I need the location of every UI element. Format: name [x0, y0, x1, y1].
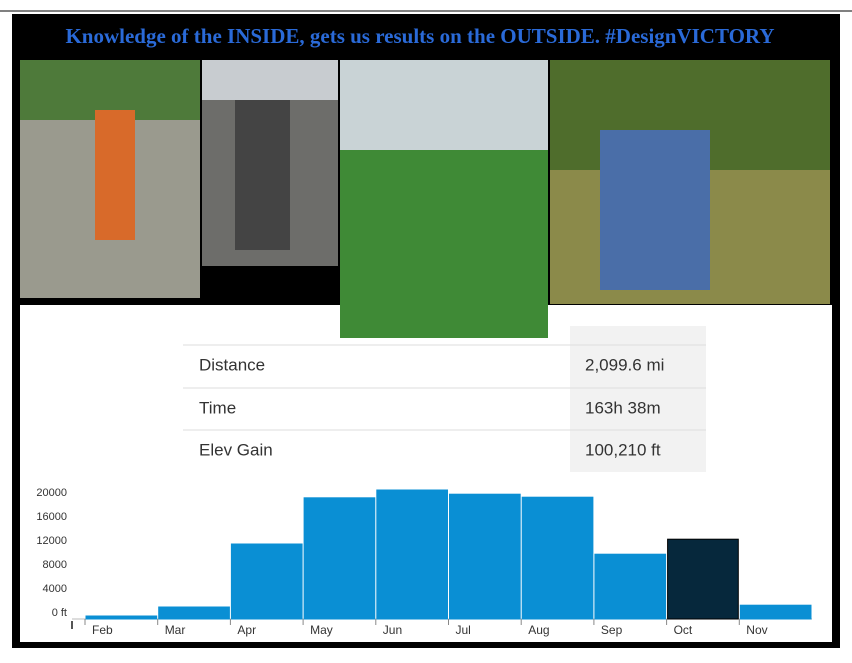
y-tick-label: 20000 [36, 487, 67, 499]
title: Knowledge of the INSIDE, gets us results… [65, 24, 774, 48]
x-tick-label: Jul [456, 623, 471, 637]
photo-rider [600, 130, 710, 290]
bar [739, 604, 812, 620]
x-tick-label: Oct [674, 623, 693, 637]
stat-label: Elev Gain [199, 440, 273, 459]
y-tick-label: 16000 [36, 511, 67, 523]
x-tick-label: May [310, 623, 333, 637]
bar [158, 606, 230, 620]
bar [667, 538, 739, 620]
x-tick-label: Apr [237, 623, 256, 637]
photo-rider [95, 110, 135, 240]
y-tick-label: 0 ft [52, 607, 67, 619]
x-tick-label: Nov [746, 623, 767, 637]
x-tick-label: Feb [92, 623, 113, 637]
photos [20, 60, 830, 338]
photo-sky [202, 60, 338, 100]
photo-sky [340, 60, 548, 150]
photo-rider [235, 100, 290, 250]
stat-label: Distance [199, 355, 265, 374]
x-tick-label: Sep [601, 623, 623, 637]
x-tick-label: Mar [165, 623, 186, 637]
stat-value: 100,210 ft [585, 440, 661, 459]
stat-value: 163h 38m [585, 398, 661, 417]
y-tick-label: 8000 [43, 559, 67, 571]
bar [449, 493, 521, 620]
stats-table: Distance 2,099.6 mi Time 163h 38m Elev G… [183, 326, 706, 472]
x-tick-label: Aug [528, 623, 549, 637]
bar [594, 553, 667, 620]
chart: 0 ft 4000 8000 12000 16000 20000 Feb Mar Apr May J… [36, 487, 812, 637]
stats-value-column [570, 326, 706, 472]
x-tick-label: Jun [383, 623, 402, 637]
stat-value: 2,099.6 mi [585, 355, 664, 374]
stat-label: Time [199, 398, 236, 417]
bar [376, 489, 448, 620]
bar [85, 615, 158, 620]
y-tick-label: 12000 [36, 535, 67, 547]
bar [303, 497, 376, 620]
y-tick-label: 4000 [43, 583, 67, 595]
bar [521, 496, 594, 620]
bar [230, 543, 303, 620]
